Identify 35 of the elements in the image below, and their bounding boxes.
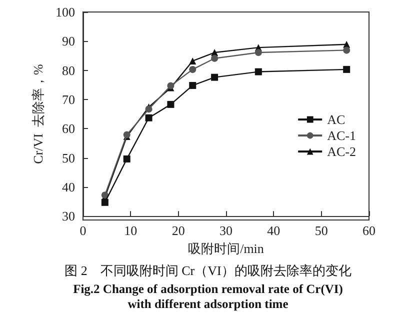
legend-label: AC-1	[327, 128, 356, 143]
point	[189, 66, 196, 73]
legend-label: AC	[327, 112, 346, 127]
point	[254, 49, 262, 56]
point	[167, 100, 174, 108]
y-tick-label: 40	[62, 179, 75, 194]
x-tick-label: 40	[267, 223, 280, 238]
caption: Fig.2 Change of adsorption removal rate of Cr(VI) with different adsorption time	[72, 282, 344, 312]
y-tick-label: 70	[62, 92, 75, 107]
point	[254, 68, 262, 76]
point	[189, 82, 196, 89]
point	[145, 114, 152, 122]
point	[189, 57, 196, 64]
y-tick-label: 30	[62, 208, 75, 224]
y-axis-title: Cr/VI 去除率，%	[30, 64, 46, 164]
x-tick-label: 20	[172, 223, 185, 238]
y-tick-label: 60	[62, 121, 75, 136]
x-axis-title: 吸附时间/min	[188, 241, 264, 256]
x-tick-label: 0	[80, 223, 86, 238]
x-tick-label: 30	[220, 223, 232, 238]
legend-label: AC-2	[327, 144, 356, 159]
point	[101, 198, 108, 206]
caption: 图 2 不同吸附时间 Cr（VI）的吸附去除率的变化	[64, 262, 352, 280]
x-tick-label: 50	[314, 223, 328, 238]
point	[343, 66, 350, 73]
y-tick-label: 90	[62, 34, 75, 49]
point	[211, 74, 218, 81]
y-tick-label: 100	[56, 4, 75, 20]
point	[343, 46, 350, 54]
point	[211, 54, 218, 62]
y-tick-label: 80	[62, 62, 75, 78]
x-tick-label: 10	[124, 223, 138, 238]
y-tick-label: 50	[62, 150, 75, 166]
x-tick-label: 60	[362, 223, 376, 238]
point	[123, 155, 130, 162]
